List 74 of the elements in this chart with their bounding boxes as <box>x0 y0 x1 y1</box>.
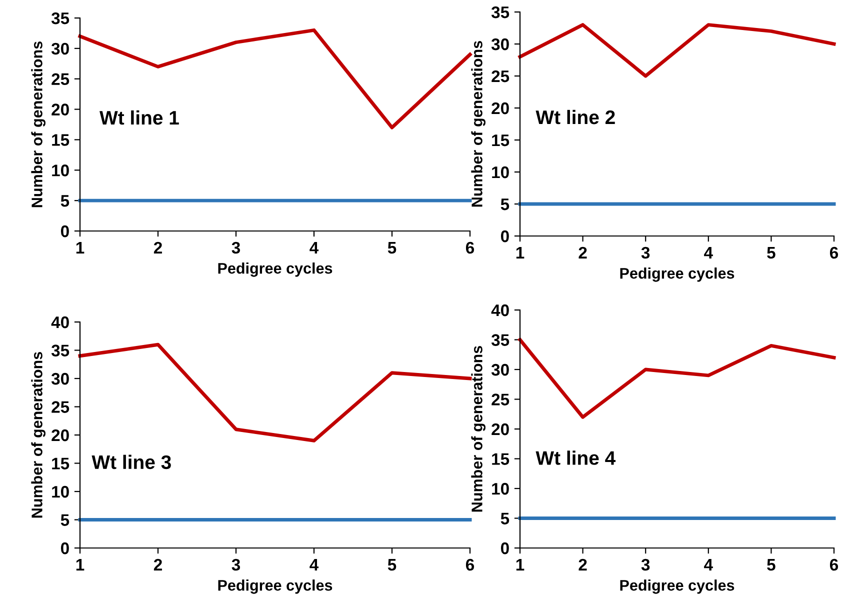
y-tick-label: 30 <box>51 42 69 55</box>
x-tick-label: 5 <box>388 242 396 254</box>
y-tick-label: 10 <box>492 482 509 495</box>
y-tick-label: 40 <box>51 316 69 328</box>
x-axis-title: Pedigree cycles <box>620 268 734 282</box>
x-tick-label: 1 <box>516 559 524 570</box>
y-tick-label: 10 <box>52 164 69 176</box>
x-tick-label: 6 <box>466 558 474 571</box>
y-tick-label: 20 <box>52 429 69 442</box>
x-tick-label: 5 <box>388 559 396 571</box>
x-axis-title: Pedigree cycles <box>218 580 332 594</box>
y-tick-label: 0 <box>500 542 509 554</box>
y-tick-label: 10 <box>52 486 69 498</box>
x-tick-label: 1 <box>76 242 84 254</box>
y-tick-label: 30 <box>491 38 509 50</box>
line-series <box>78 28 472 130</box>
y-tick-label: 20 <box>492 102 509 114</box>
y-tick-label: 25 <box>492 394 510 406</box>
x-tick-label: 2 <box>578 246 587 258</box>
y-tick-label: 10 <box>492 166 509 178</box>
y-tick-label: 30 <box>491 364 509 376</box>
x-tick-label: 4 <box>704 247 713 258</box>
y-tick-label: 0 <box>500 230 509 242</box>
y-tick-label: 35 <box>491 6 510 18</box>
x-axis-title: Pedigree cycles <box>620 580 734 594</box>
line-series <box>518 338 836 419</box>
x-tick-label: 6 <box>830 558 838 571</box>
y-tick-label: 35 <box>51 344 70 356</box>
x-tick-label: 1 <box>516 247 524 258</box>
annotation: Wt line 1 <box>100 110 179 125</box>
x-tick-label: 4 <box>310 559 319 570</box>
y-tick-label: 15 <box>492 453 510 465</box>
x-tick-label: 2 <box>154 558 162 570</box>
y-tick-label: 20 <box>52 104 69 116</box>
x-tick-label: 2 <box>154 242 162 254</box>
y-tick-label: 0 <box>60 225 69 238</box>
y-tick-label: 20 <box>492 423 509 436</box>
y-tick-label: 5 <box>500 198 510 210</box>
x-tick-label: 5 <box>767 247 776 259</box>
x-tick-label: 6 <box>830 246 838 259</box>
y-tick-label: 5 <box>500 512 510 524</box>
x-tick-label: 3 <box>232 242 240 254</box>
annotation: Wt line 2 <box>536 110 615 124</box>
y-tick-label: 5 <box>60 195 70 207</box>
annotation: Wt line 4 <box>536 450 616 465</box>
y-tick-label: 40 <box>491 304 509 316</box>
x-tick-label: 4 <box>310 242 319 254</box>
y-axis-title: Number of generations <box>471 41 486 207</box>
x-tick-label: 4 <box>704 559 713 570</box>
x-tick-label: 6 <box>466 242 474 254</box>
line-series <box>518 23 836 78</box>
y-tick-label: 30 <box>51 372 69 385</box>
y-tick-label: 35 <box>491 334 510 346</box>
y-tick-label: 15 <box>52 134 70 146</box>
annotation: Wt line 3 <box>92 454 171 470</box>
y-tick-label: 25 <box>52 73 70 86</box>
y-tick-label: 15 <box>52 458 70 470</box>
x-tick-label: 1 <box>76 559 84 570</box>
x-tick-label: 5 <box>767 559 776 571</box>
x-tick-label: 2 <box>578 558 587 570</box>
x-tick-label: 3 <box>641 246 650 259</box>
y-tick-label: 15 <box>492 134 510 146</box>
y-axis-title: Number of generations <box>31 42 46 208</box>
y-tick-label: 25 <box>52 401 70 413</box>
y-tick-label: 5 <box>60 514 70 526</box>
line-series <box>78 342 472 442</box>
y-tick-label: 35 <box>51 12 70 24</box>
y-tick-label: 0 <box>60 542 69 554</box>
y-axis-title: Number of generations <box>31 352 46 518</box>
x-axis-title: Pedigree cycles <box>218 262 332 277</box>
y-tick-label: 25 <box>492 70 510 82</box>
x-tick-label: 3 <box>641 558 650 571</box>
y-axis-title: Number of generations <box>471 346 486 512</box>
x-tick-label: 3 <box>232 558 240 571</box>
